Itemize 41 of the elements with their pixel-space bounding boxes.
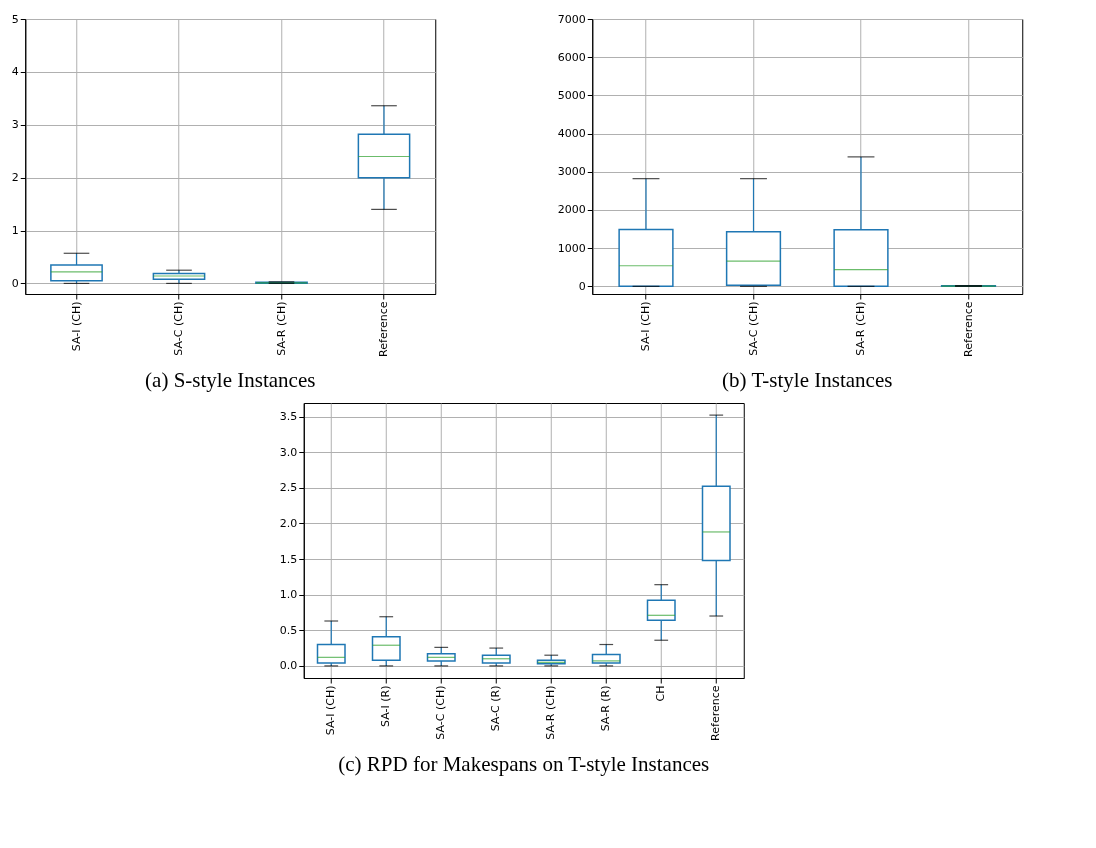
y-tick-label: 0.5	[279, 623, 298, 637]
y-tick-label: 1.5	[279, 552, 298, 566]
x-tick-label: SA-I (CH)	[324, 685, 338, 736]
x-tick-label: SA-C (CH)	[172, 301, 185, 356]
text: (a) S-style Instances	[145, 368, 316, 393]
x-tick-label: CH	[654, 685, 668, 702]
y-tick-label: 3000	[557, 165, 586, 179]
y-tick-label: 0	[578, 279, 586, 293]
x-tick-label: Reference	[709, 685, 723, 741]
y-tick-label: 1.0	[279, 588, 298, 602]
x-tick-label: SA-I (CH)	[69, 301, 83, 352]
y-tick-label: 3	[11, 118, 19, 132]
x-tick-label: SA-C (CH)	[434, 685, 448, 740]
text: (c) RPD for Makespans on T-style Instances	[338, 752, 710, 777]
y-tick-label: 5000	[557, 88, 586, 102]
x-tick-label: SA-C (CH)	[746, 301, 760, 356]
x-tick-label: SA-R (CH)	[544, 685, 558, 740]
y-tick-label: 0.0	[279, 659, 298, 673]
y-tick-label: 1000	[557, 241, 586, 255]
y-tick-label: 0	[11, 276, 19, 290]
y-tick-label: 4000	[557, 127, 586, 141]
x-tick-label: Reference	[377, 301, 390, 357]
x-tick-label: Reference	[961, 301, 975, 357]
y-tick-label: 3.5	[279, 410, 298, 424]
x-tick-label: SA-C (R)	[489, 685, 503, 732]
y-tick-label: 4	[11, 65, 19, 79]
y-tick-label: 2.5	[279, 481, 298, 495]
y-tick-label: 1	[11, 224, 19, 238]
y-tick-label: 3.0	[279, 445, 298, 459]
text: (b) T-style Instances	[722, 368, 893, 393]
x-tick-label: SA-R (R)	[599, 685, 613, 732]
y-tick-label: 7000	[557, 12, 586, 26]
y-tick-label: 6000	[557, 50, 586, 64]
y-tick-label: 5	[11, 12, 19, 26]
y-tick-label: 2	[11, 171, 19, 185]
y-tick-label: 2.0	[279, 516, 298, 530]
x-tick-label: SA-R (CH)	[274, 301, 288, 356]
y-tick-label: 2000	[557, 203, 586, 217]
x-tick-label: SA-I (R)	[379, 685, 393, 727]
x-tick-label: SA-I (CH)	[639, 301, 652, 352]
x-tick-label: SA-R (CH)	[854, 301, 867, 356]
